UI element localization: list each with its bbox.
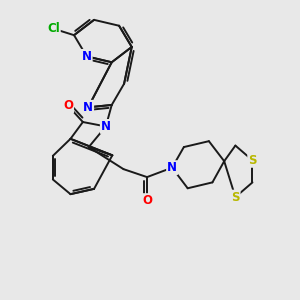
Text: Cl: Cl [47,22,60,35]
Text: N: N [83,101,93,114]
Text: N: N [82,50,92,63]
Text: O: O [63,99,73,112]
Text: S: S [231,190,240,204]
Text: N: N [167,161,177,174]
Text: S: S [248,154,257,167]
Text: O: O [142,194,152,207]
Text: N: N [101,120,111,133]
